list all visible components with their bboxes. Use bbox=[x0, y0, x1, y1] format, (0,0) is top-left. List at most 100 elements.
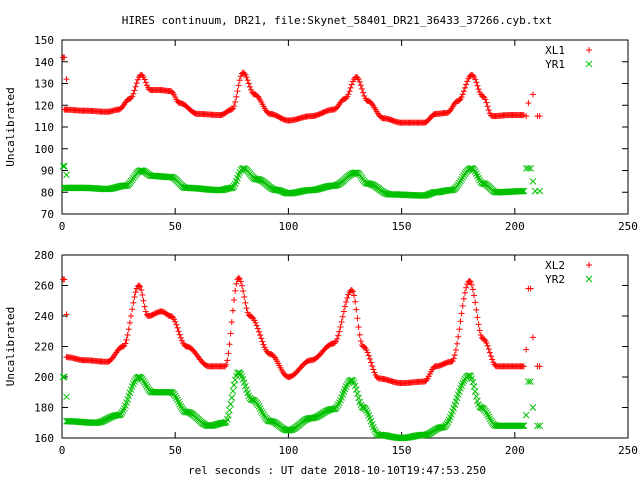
marker-stroke bbox=[475, 401, 482, 408]
marker-stroke bbox=[175, 398, 182, 406]
data-point bbox=[354, 390, 361, 398]
data-point bbox=[458, 94, 465, 101]
data-point bbox=[119, 407, 127, 415]
data-point bbox=[255, 176, 263, 183]
data-point bbox=[354, 315, 361, 322]
marker-stroke bbox=[423, 191, 430, 199]
data-point bbox=[474, 314, 481, 321]
data-point bbox=[246, 83, 253, 90]
marker-stroke bbox=[347, 376, 355, 384]
data-point bbox=[455, 333, 462, 340]
marker-stroke bbox=[457, 177, 464, 185]
marker-stroke bbox=[63, 171, 70, 179]
data-point bbox=[135, 282, 142, 289]
data-point bbox=[176, 401, 184, 408]
data-point bbox=[353, 306, 360, 313]
data-point bbox=[471, 388, 479, 395]
data-point bbox=[332, 182, 340, 189]
series-xl1 bbox=[60, 54, 543, 126]
marker-stroke bbox=[352, 169, 360, 177]
data-point bbox=[351, 382, 359, 390]
marker-stroke bbox=[59, 162, 67, 170]
data-point bbox=[477, 404, 485, 411]
data-point bbox=[234, 88, 241, 95]
data-point bbox=[255, 403, 263, 410]
data-point bbox=[168, 88, 175, 95]
legend-marker-yr1 bbox=[585, 60, 593, 68]
data-point bbox=[338, 318, 345, 325]
data-point bbox=[475, 86, 482, 93]
data-point bbox=[232, 98, 239, 105]
data-point bbox=[233, 280, 240, 287]
data-point bbox=[223, 361, 230, 368]
data-point bbox=[226, 341, 233, 348]
marker-stroke bbox=[135, 373, 143, 381]
marker-stroke bbox=[118, 409, 126, 416]
marker-stroke bbox=[238, 373, 246, 380]
data-point bbox=[227, 400, 235, 408]
data-point bbox=[486, 415, 494, 423]
marker-stroke bbox=[172, 394, 180, 402]
marker-stroke bbox=[254, 401, 262, 408]
data-point bbox=[472, 393, 480, 400]
data-point bbox=[368, 99, 375, 106]
data-point bbox=[228, 106, 235, 113]
data-point bbox=[361, 343, 368, 350]
marker-stroke bbox=[287, 426, 295, 434]
data-point bbox=[129, 93, 136, 100]
marker-stroke bbox=[237, 370, 245, 378]
data-point bbox=[363, 346, 370, 353]
marker-stroke bbox=[423, 431, 430, 439]
data-point bbox=[364, 349, 371, 356]
marker-stroke bbox=[239, 375, 247, 383]
data-point bbox=[287, 426, 295, 434]
data-point bbox=[355, 394, 362, 402]
data-point bbox=[245, 80, 252, 87]
data-point bbox=[456, 97, 463, 104]
data-point bbox=[172, 394, 180, 402]
data-point bbox=[254, 401, 262, 408]
marker-stroke bbox=[471, 388, 479, 395]
y-tick-label: 140 bbox=[34, 56, 54, 69]
marker-stroke bbox=[171, 392, 179, 400]
data-point bbox=[129, 306, 136, 313]
data-point bbox=[489, 356, 496, 363]
data-point-outlier bbox=[529, 178, 537, 185]
marker-stroke bbox=[184, 408, 192, 416]
data-point bbox=[132, 83, 139, 90]
data-point bbox=[124, 332, 131, 339]
data-point bbox=[242, 299, 249, 306]
marker-stroke bbox=[253, 175, 261, 183]
data-point bbox=[356, 331, 363, 338]
marker-stroke bbox=[365, 411, 373, 419]
data-point bbox=[460, 295, 467, 302]
data-point bbox=[448, 358, 455, 365]
series-yr2 bbox=[59, 369, 544, 442]
data-point bbox=[171, 392, 179, 400]
legend-marker-xl2 bbox=[586, 262, 592, 268]
marker-stroke bbox=[245, 392, 253, 400]
data-point-outlier bbox=[527, 164, 535, 172]
y-tick-label: 180 bbox=[34, 402, 54, 415]
data-point bbox=[476, 327, 483, 334]
marker-stroke bbox=[366, 180, 374, 188]
marker-stroke bbox=[176, 401, 184, 408]
series-yr1 bbox=[59, 162, 544, 199]
data-point bbox=[259, 409, 266, 416]
marker-stroke bbox=[226, 406, 233, 414]
data-point bbox=[108, 355, 115, 362]
data-point bbox=[239, 164, 247, 172]
y-tick-label: 280 bbox=[34, 249, 54, 262]
data-point bbox=[118, 409, 126, 416]
marker-stroke bbox=[139, 167, 146, 174]
data-point bbox=[137, 283, 144, 290]
x-tick-label: 100 bbox=[278, 220, 298, 233]
data-point bbox=[344, 294, 351, 301]
marker-stroke bbox=[167, 388, 175, 396]
marker-stroke bbox=[257, 407, 265, 414]
data-point bbox=[244, 309, 251, 316]
data-point bbox=[142, 381, 150, 388]
marker-stroke bbox=[474, 397, 481, 405]
marker-stroke bbox=[365, 180, 373, 187]
data-point bbox=[231, 296, 238, 303]
